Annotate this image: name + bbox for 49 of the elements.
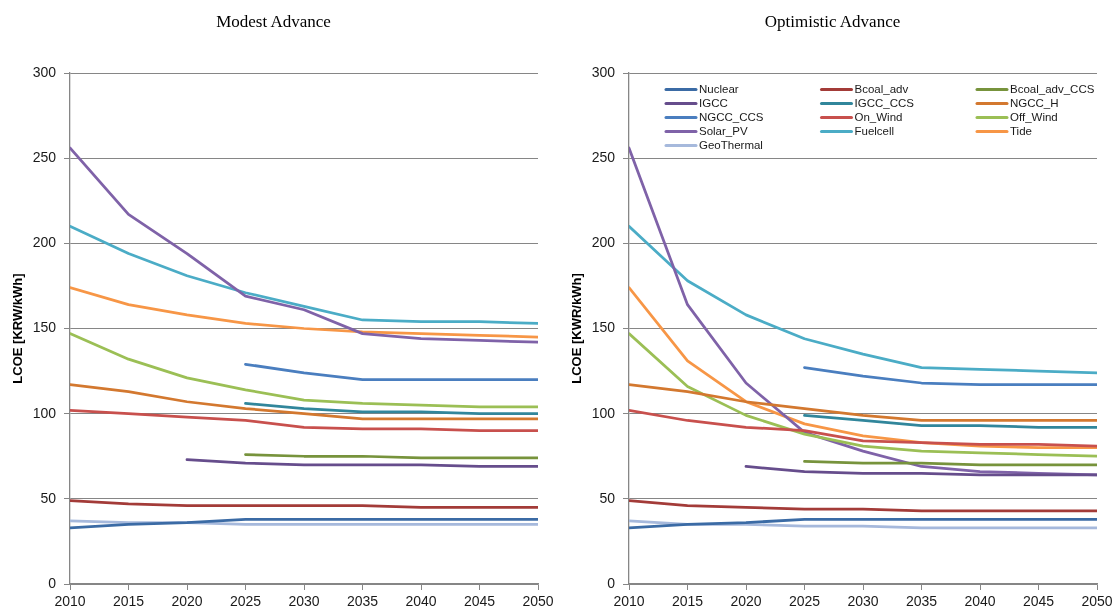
chart-title: Modest Advance [216, 11, 331, 31]
x-tick-label: 2045 [463, 593, 496, 610]
x-tick-label: 2050 [522, 593, 554, 610]
y-tick-label: 100 [32, 404, 57, 421]
legend-label: Bcoal_adv_CCS [1010, 82, 1095, 95]
legend-label: Solar_PV [699, 124, 748, 137]
x-tick-label: 2015 [112, 593, 145, 610]
x-tick-label: 2040 [405, 593, 437, 610]
legend-label: Fuelcell [854, 124, 895, 137]
x-tick-label: 2035 [346, 593, 379, 610]
x-tick-label: 2015 [671, 593, 704, 610]
x-tick-label: 2030 [847, 593, 879, 610]
y-tick-label: 100 [591, 404, 616, 421]
y-tick-label: 150 [32, 319, 57, 336]
x-tick-label: 2020 [730, 593, 762, 610]
legend-label: IGCC [699, 96, 728, 109]
x-tick-label: 2025 [229, 593, 262, 610]
legend-label: NGCC_H [1010, 96, 1059, 109]
y-tick-label: 250 [32, 149, 57, 166]
x-tick-label: 2040 [964, 593, 996, 610]
legend-label: IGCC_CCS [854, 96, 915, 109]
y-tick-label: 300 [591, 63, 616, 80]
y-tick-label: 250 [591, 149, 616, 166]
x-tick-label: 2025 [788, 593, 821, 610]
x-tick-label: 2010 [54, 593, 86, 610]
x-tick-label: 2050 [1081, 593, 1113, 610]
y-tick-label: 0 [607, 574, 616, 591]
x-tick-label: 2030 [288, 593, 320, 610]
x-tick-label: 2010 [613, 593, 645, 610]
y-tick-label: 0 [48, 574, 57, 591]
legend-label: Nuclear [699, 82, 739, 95]
chart-title: Optimistic Advance [764, 11, 901, 31]
y-tick-label: 200 [32, 234, 57, 251]
x-tick-label: 2020 [171, 593, 203, 610]
y-tick-label: 150 [591, 319, 616, 336]
x-tick-label: 2045 [1022, 593, 1055, 610]
legend-label: Bcoal_adv [854, 82, 909, 95]
legend-label: On_Wind [854, 110, 903, 123]
y-tick-label: 200 [591, 234, 616, 251]
y-tick-label: 50 [40, 489, 57, 506]
y-tick-label: 300 [32, 63, 57, 80]
legend-label: Tide [1010, 124, 1032, 137]
y-axis-title: LCOE [KRW/kWh] [10, 273, 26, 384]
y-axis-title: LCOE [KWR/kWh] [569, 273, 585, 384]
legend-label: Off_Wind [1010, 110, 1058, 123]
legend-label: NGCC_CCS [699, 110, 764, 123]
legend-label: GeoThermal [699, 138, 763, 151]
x-tick-label: 2035 [905, 593, 938, 610]
y-tick-label: 50 [599, 489, 616, 506]
